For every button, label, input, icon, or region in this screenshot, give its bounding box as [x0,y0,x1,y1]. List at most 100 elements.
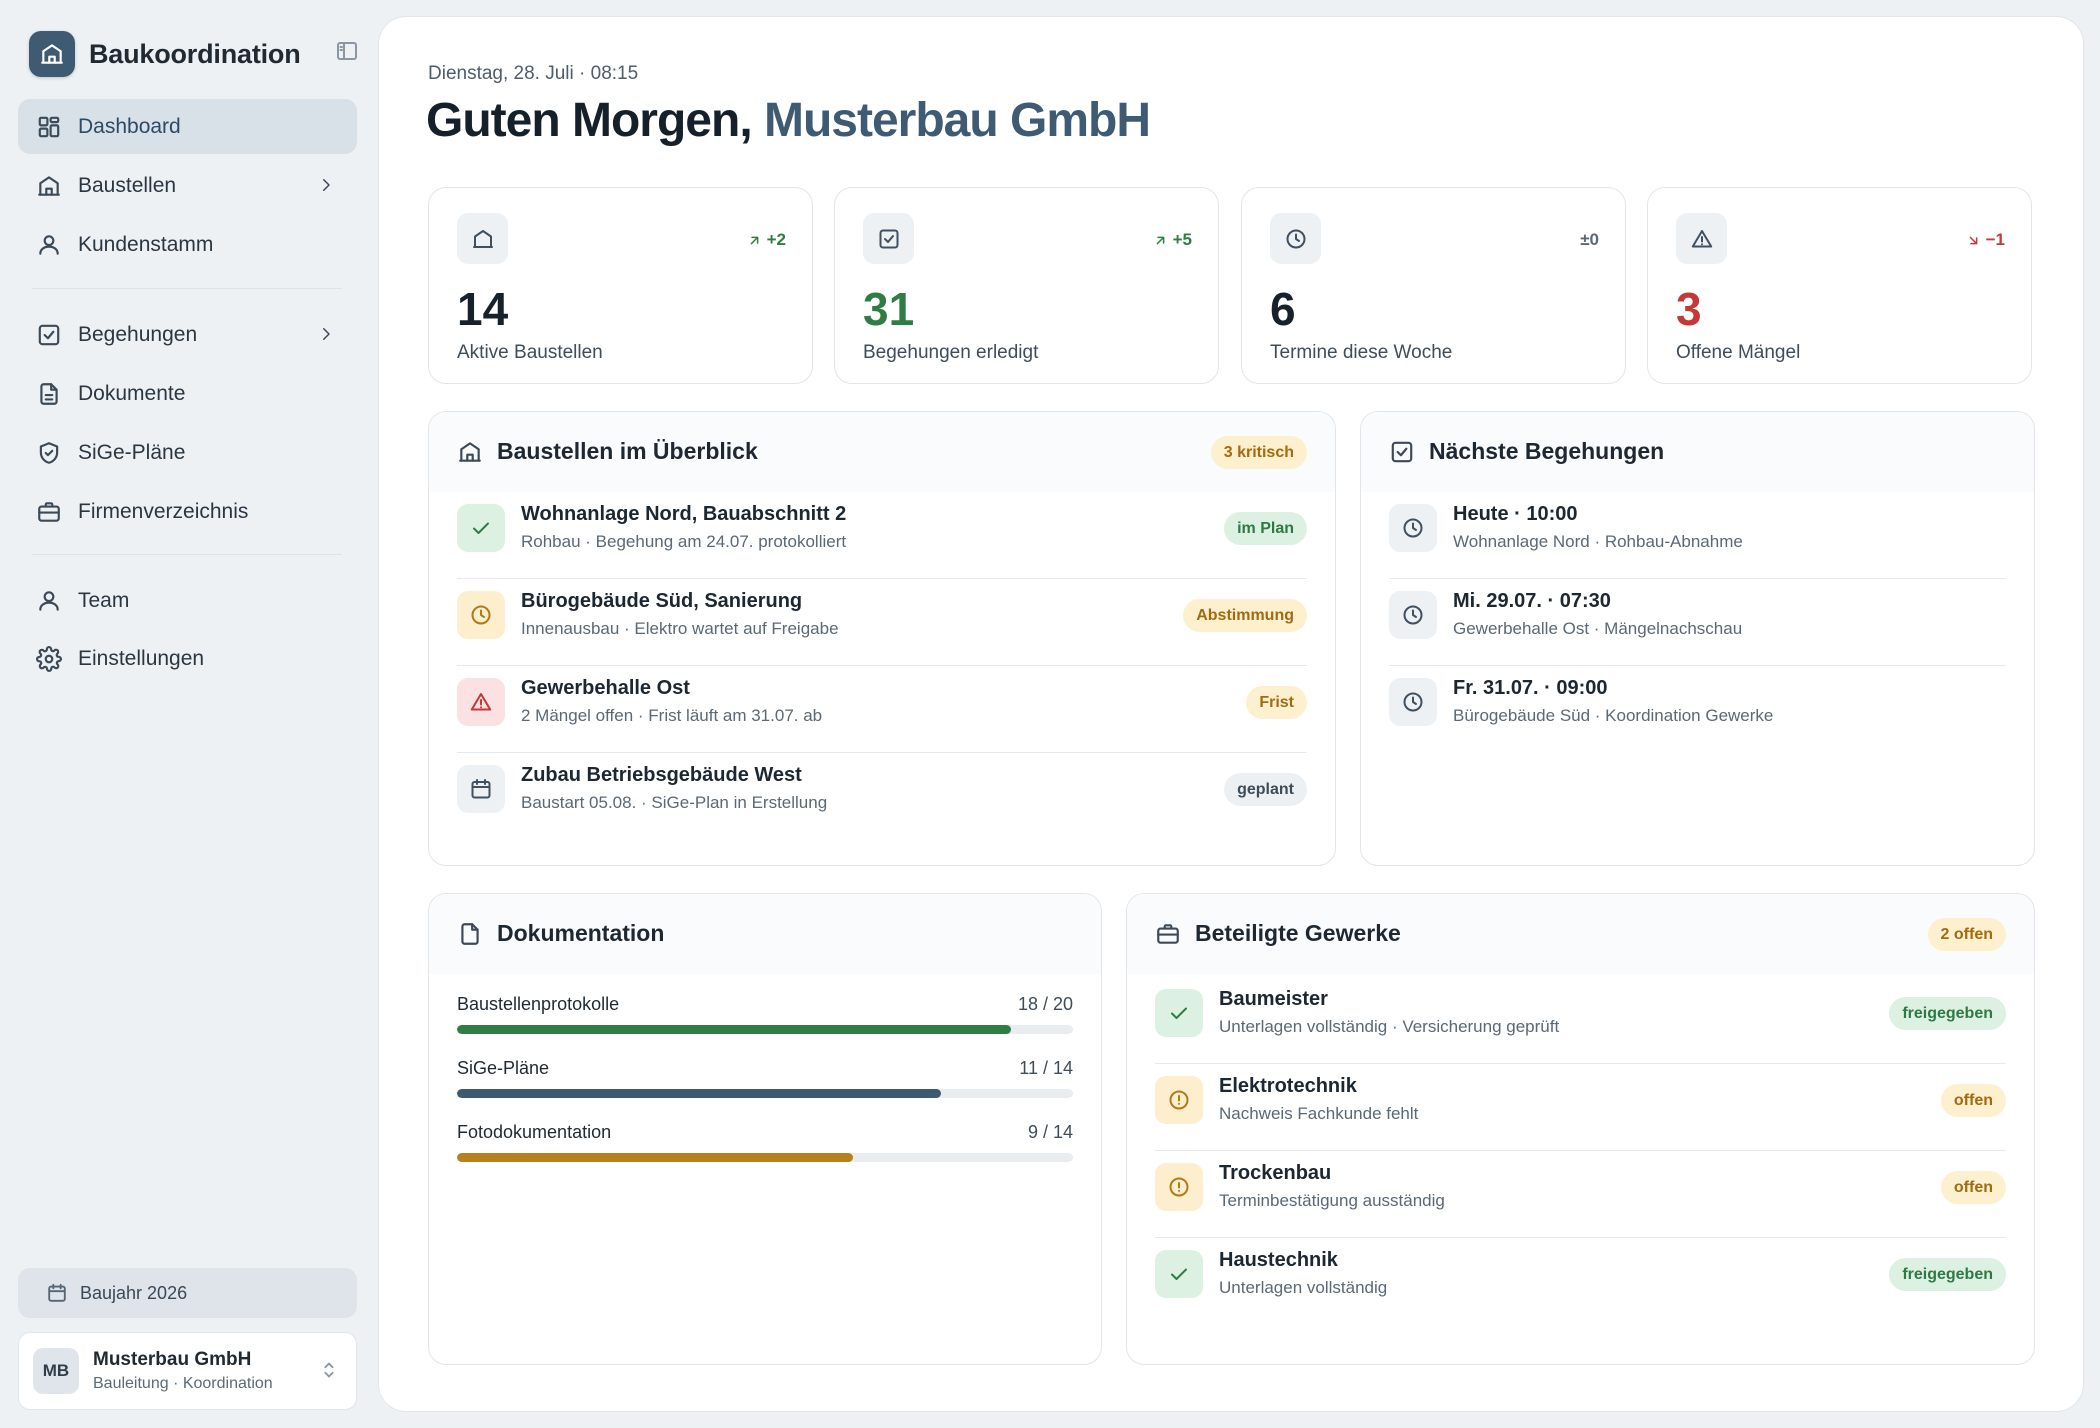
panel-title-text: Beteiligte Gewerke [1195,920,1401,946]
trade-subtitle: Nachweis Fachkunde fehlt [1219,1104,1419,1123]
gear-icon [36,645,62,672]
sidebar: Baukoordination Dashboard Baustellen Kun… [0,0,378,1428]
sidebar-item-label: Einstellungen [78,646,205,670]
stat-label: Aktive Baustellen [457,342,603,363]
inspection-row[interactable]: Mi. 29.07. · 07:30 Gewerbehalle Ost · Mä… [1389,579,2006,666]
documentation-panel: Dokumentation Baustellenprotokolle 18 / … [428,893,1102,1365]
status-badge: offen [1940,1171,2006,1204]
sidebar-item-label: Team [78,588,130,612]
date-line: Dienstag, 28. Juli · 08:15 [428,63,639,84]
briefcase-icon [1155,921,1195,947]
sidebar-item-kundenstamm[interactable]: Kundenstamm [18,217,357,272]
site-row[interactable]: Gewerbehalle Ost 2 Mängel offen · Frist … [457,666,1307,753]
progress-count: 9 / 14 [1027,1122,1073,1142]
clock-icon [1270,213,1321,264]
progress-track [457,1025,1073,1034]
status-badge: offen [1940,1084,2006,1117]
progress-row: Baustellenprotokolle 18 / 20 [457,994,1073,1044]
sidebar-item-dashboard[interactable]: Dashboard [18,99,357,154]
greeting-text: Guten Morgen, [426,94,753,147]
panel-title: Nächste Begehungen [1389,438,1664,465]
arrow-up-right-icon [1153,233,1168,248]
stat-trend-value: +2 [766,230,786,249]
stat-value: 3 [1676,283,1702,335]
progress-label: Baustellenprotokolle [457,994,620,1014]
sites-overview-panel: Baustellen im Überblick 3 kritisch Wohna… [428,411,1336,866]
sidebar-item-sige-plaene[interactable]: SiGe-Pläne [18,425,357,480]
stat-card-appointments[interactable]: ±0 6 Termine diese Woche [1241,187,1626,384]
progress-fill [457,1089,942,1098]
arrow-down-right-icon [1966,233,1981,248]
trade-row[interactable]: Haustechnik Unterlagen vollständig freig… [1155,1238,2006,1325]
checklist-icon [36,322,62,348]
progress-row: SiGe-Pläne 11 / 14 [457,1058,1073,1108]
trade-title: Baumeister [1219,988,1328,1010]
user-icon [36,588,62,614]
chevron-right-icon [317,176,335,194]
site-row[interactable]: Zubau Betriebsgebäude West Baustart 05.0… [457,753,1307,840]
stat-card-inspections-done[interactable]: +5 31 Begehungen erledigt [834,187,1219,384]
brand: Baukoordination [29,29,359,79]
arrow-up-right-icon [747,233,762,248]
stat-trend: +2 [747,230,786,250]
document-icon [457,921,497,947]
sidebar-item-baustellen[interactable]: Baustellen [18,158,357,213]
inspection-time: Heute · 10:00 [1453,503,1578,525]
page-title: Guten Morgen, Musterbau GmbH [426,93,1151,148]
avatar: MB [33,1348,79,1394]
sidebar-item-firmenverzeichnis[interactable]: Firmenverzeichnis [18,484,357,539]
building-icon [29,31,75,77]
trade-row[interactable]: Baumeister Unterlagen vollständig · Vers… [1155,977,2006,1064]
shield-icon [36,440,62,466]
inspection-row[interactable]: Heute · 10:00 Wohnanlage Nord · Rohbau-A… [1389,492,2006,579]
critical-badge: 3 kritisch [1210,436,1307,469]
chevron-up-down-icon [318,1359,340,1381]
stat-label: Termine diese Woche [1270,342,1453,363]
sidebar-item-einstellungen[interactable]: Einstellungen [18,631,357,686]
sidebar-item-label: Firmenverzeichnis [78,499,249,523]
clock-icon [1389,504,1437,552]
panel-header: Nächste Begehungen [1361,412,2034,492]
progress-label: SiGe-Pläne [457,1058,550,1078]
trade-subtitle: Unterlagen vollständig [1219,1278,1388,1297]
sidebar-item-begehungen[interactable]: Begehungen [18,307,357,362]
progress-row: Fotodokumentation 9 / 14 [457,1122,1073,1172]
progress-track [457,1153,1073,1162]
status-badge: freigegeben [1889,1258,2006,1291]
inspection-row[interactable]: Fr. 31.07. · 09:00 Bürogebäude Süd · Koo… [1389,666,2006,753]
sidebar-item-dokumente[interactable]: Dokumente [18,366,357,421]
check-icon [457,504,505,552]
dashboard-icon [36,114,62,140]
site-row[interactable]: Bürogebäude Süd, Sanierung Innenausbau ·… [457,579,1307,666]
trade-row[interactable]: Trockenbau Terminbestätigung ausständig … [1155,1151,2006,1238]
panel-title: Baustellen im Überblick [457,438,758,465]
year-selector[interactable]: Baujahr 2026 [18,1268,357,1318]
sidebar-item-label: SiGe-Pläne [78,440,186,464]
stat-trend: −1 [1966,230,2005,250]
site-subtitle: Rohbau · Begehung am 24.07. protokollier… [521,532,847,551]
sidebar-toggle-icon[interactable] [335,39,359,63]
user-switcher[interactable]: MB Musterbau GmbH Bauleitung · Koordinat… [18,1332,357,1410]
trade-title: Elektrotechnik [1219,1075,1357,1097]
sidebar-item-label: Kundenstamm [78,232,214,256]
status-badge: geplant [1224,773,1307,806]
panel-title-text: Baustellen im Überblick [497,438,758,464]
stat-card-active-sites[interactable]: +2 14 Aktive Baustellen [428,187,813,384]
building-icon [457,439,497,465]
stat-label: Begehungen erledigt [863,342,1039,363]
progress-fill [457,1153,854,1162]
calendar-icon [46,1282,68,1304]
clock-icon [457,591,505,639]
stat-card-open-defects[interactable]: −1 3 Offene Mängel [1647,187,2032,384]
stat-trend-value: −1 [1985,230,2005,249]
site-subtitle: Innenausbau · Elektro wartet auf Freigab… [521,619,839,638]
trade-subtitle: Terminbestätigung ausständig [1219,1191,1445,1210]
building-icon [457,213,508,264]
progress-count: 11 / 14 [1019,1058,1073,1078]
trade-row[interactable]: Elektrotechnik Nachweis Fachkunde fehlt … [1155,1064,2006,1151]
site-row[interactable]: Wohnanlage Nord, Bauabschnitt 2 Rohbau ·… [457,492,1307,579]
stat-value: 6 [1270,283,1296,335]
document-icon [36,381,62,407]
clock-icon [1389,591,1437,639]
sidebar-item-team[interactable]: Team [18,573,357,628]
